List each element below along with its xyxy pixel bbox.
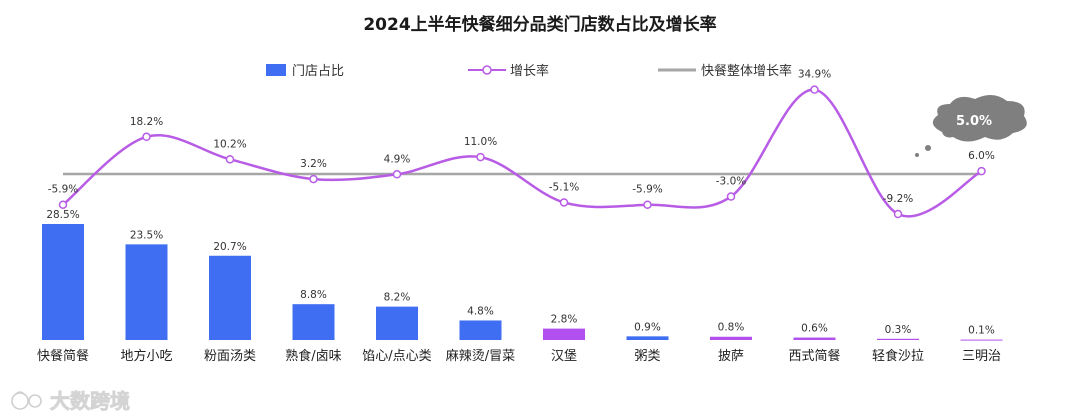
bar-7 <box>543 328 585 340</box>
bar-value-label-10: 0.6% <box>801 323 828 335</box>
category-label-4: 熟食/卤味 <box>285 348 341 364</box>
callout-cloud-shape <box>932 94 1027 142</box>
bar-3 <box>209 255 251 340</box>
watermark: 大数跨境 <box>11 389 130 413</box>
da-shu-logo-icon <box>11 391 42 410</box>
bar-10 <box>793 337 836 340</box>
growth-rate-line <box>62 88 983 218</box>
category-label-9: 披萨 <box>718 349 744 364</box>
growth-marker-5 <box>392 170 402 179</box>
bar-value-label-9: 0.8% <box>718 322 745 334</box>
category-label-12: 三明治 <box>962 349 1001 364</box>
bar-value-label-12: 0.1% <box>968 325 995 337</box>
bar-value-label-6: 4.8% <box>467 305 494 317</box>
growth-value-label-3: 10.2% <box>213 138 246 150</box>
bar-12 <box>960 339 1003 341</box>
category-label-11: 轻食沙拉 <box>872 348 924 364</box>
category-label-3: 粉面汤类 <box>204 349 256 364</box>
bar-1 <box>42 224 84 340</box>
bar-11 <box>877 338 919 340</box>
chart-legend: 门店占比 增长率 快餐整体增长率 <box>266 63 792 79</box>
legend-label-share: 门店占比 <box>292 64 344 79</box>
legend-label-growth: 增长率 <box>510 63 549 79</box>
growth-marker-2 <box>142 132 151 142</box>
legend-marker <box>482 65 492 75</box>
legend-label-overall: 快餐整体增长率 <box>701 63 792 79</box>
callout-bubble: 5.0% <box>915 94 1027 157</box>
category-label-2: 地方小吃 <box>120 348 172 364</box>
bar-value-label-1: 28.5% <box>46 209 79 221</box>
growth-value-label-1: -5.9% <box>48 184 78 196</box>
legend-item-share: 门店占比 <box>266 64 344 79</box>
growth-marker-4 <box>309 174 318 184</box>
growth-marker-12 <box>977 166 986 176</box>
growth-value-label-4: 3.2% <box>300 158 327 170</box>
growth-marker-6 <box>476 152 485 162</box>
bar-9 <box>710 336 752 340</box>
chart-title: 2024上半年快餐细分品类门店数占比及增长率 <box>363 14 716 35</box>
category-label-10: 西式简餐 <box>788 348 840 364</box>
growth-value-label-7: -5.1% <box>549 181 579 193</box>
legend-item-growth: 增长率 <box>468 63 549 79</box>
growth-marker-10 <box>810 85 819 94</box>
category-label-6: 麻辣烫/冒菜 <box>446 349 515 364</box>
category-label-8: 粥类 <box>634 348 660 364</box>
bar-value-label-7: 2.8% <box>551 314 578 326</box>
bar-value-label-5: 8.2% <box>384 292 411 304</box>
watermark-text: 大数跨境 <box>50 389 130 413</box>
callout-dot-medium <box>925 145 931 151</box>
growth-marker-3 <box>225 155 235 164</box>
growth-value-label-5: 4.9% <box>384 153 411 165</box>
callout-value-label: 5.0% <box>956 114 992 129</box>
growth-value-label-11: -9.2% <box>883 193 913 205</box>
category-label-7: 汉堡 <box>551 348 577 364</box>
plot-area: 28.5% 23.5% 20.7% 8.8% 8.2% 4.8% 2.8% 0.9% 0.8% 0… <box>37 69 1003 364</box>
growth-value-label-12: 6.0% <box>968 150 995 162</box>
growth-value-label-8: -5.9% <box>632 184 662 196</box>
growth-marker-9 <box>726 192 736 201</box>
bar-4 <box>292 304 335 340</box>
legend-bar-swatch <box>266 64 286 76</box>
category-label-5: 馅心/点心类 <box>362 349 431 364</box>
category-label-1: 快餐简餐 <box>37 348 89 364</box>
growth-value-label-2: 18.2% <box>130 116 163 128</box>
legend-item-overall: 快餐整体增长率 <box>658 63 792 79</box>
bar-8 <box>626 336 669 340</box>
growth-value-label-6: 11.0% <box>464 136 497 148</box>
callout-dot-small <box>915 153 919 157</box>
bar-6 <box>459 320 502 340</box>
bar-value-label-2: 23.5% <box>130 229 163 241</box>
growth-marker-11 <box>893 209 903 219</box>
growth-value-label-9: -3.0% <box>716 176 746 188</box>
bar-value-label-11: 0.3% <box>885 324 912 336</box>
bar-value-label-8: 0.9% <box>634 321 661 333</box>
bar-2 <box>125 244 168 340</box>
growth-marker-8 <box>643 200 652 209</box>
growth-marker-1 <box>58 200 68 209</box>
bar-value-label-4: 8.8% <box>300 289 327 301</box>
bar-5 <box>376 306 418 340</box>
bar-value-label-3: 20.7% <box>213 241 246 253</box>
growth-value-label-10: 34.9% <box>798 69 831 81</box>
growth-marker-7 <box>559 198 569 207</box>
